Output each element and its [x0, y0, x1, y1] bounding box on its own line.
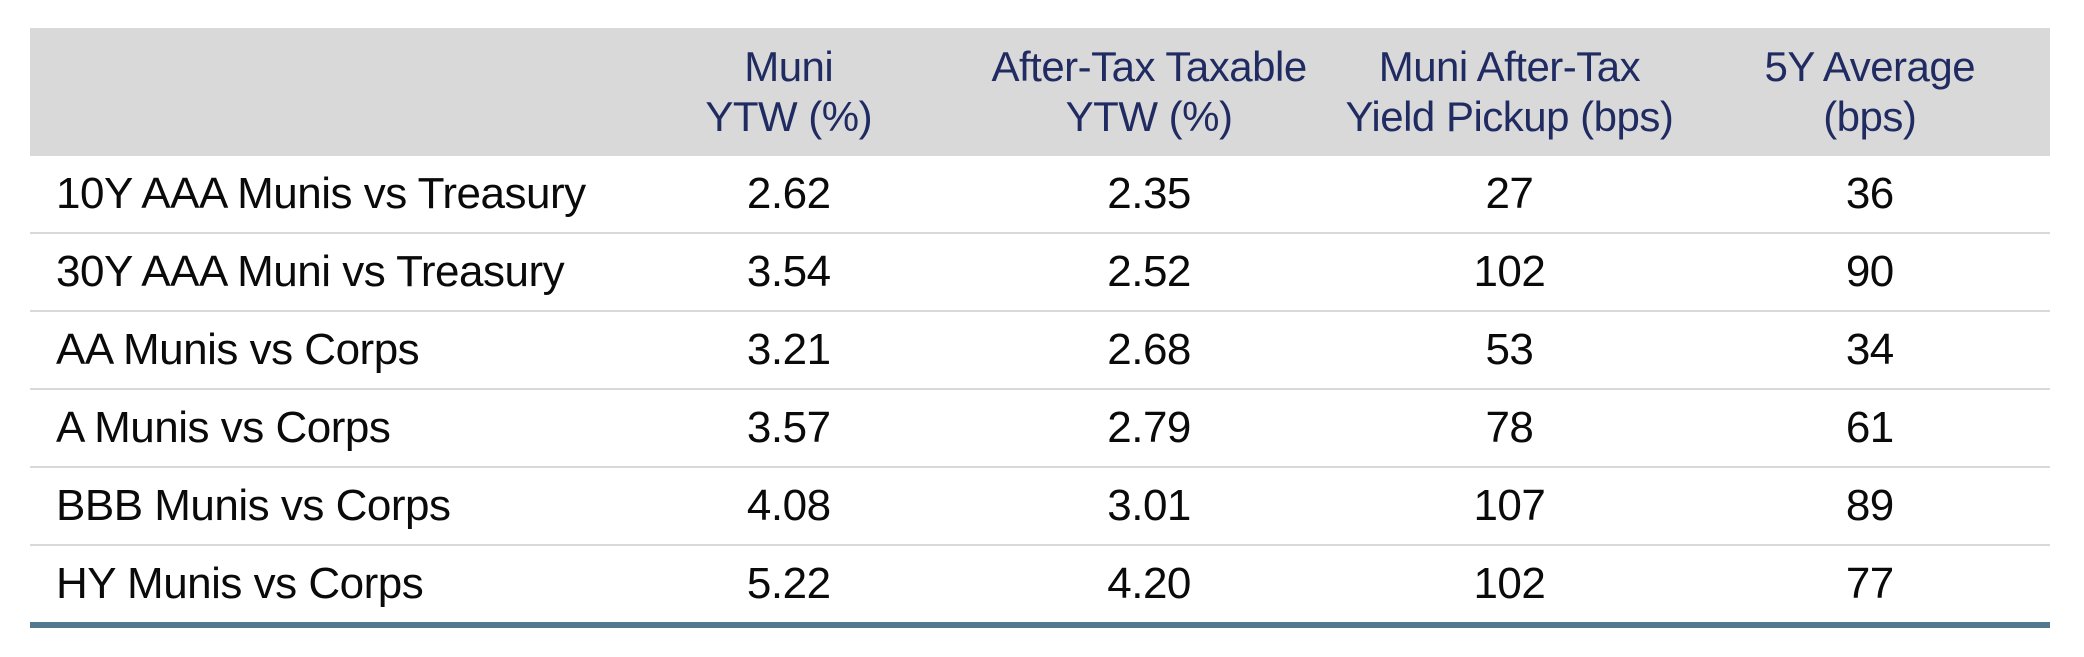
value-cell: 61	[1689, 389, 2050, 468]
row-label: AA Munis vs Corps	[30, 311, 609, 390]
table-row: A Munis vs Corps 3.57 2.79 78 61	[30, 389, 2050, 468]
header-line: (bps)	[1823, 93, 1917, 140]
row-label: 30Y AAA Muni vs Treasury	[30, 233, 609, 312]
value-cell: 2.52	[968, 233, 1330, 312]
value-cell: 3.54	[608, 233, 969, 312]
value-cell: 78	[1329, 389, 1690, 468]
row-label: 10Y AAA Munis vs Treasury	[30, 156, 609, 234]
value-cell: 5.22	[608, 545, 969, 628]
table-body: 10Y AAA Munis vs Treasury 2.62 2.35 27 3…	[30, 156, 2050, 628]
row-label: HY Munis vs Corps	[30, 545, 609, 628]
value-cell: 3.21	[608, 311, 969, 390]
value-cell: 107	[1329, 467, 1690, 546]
row-label: BBB Munis vs Corps	[30, 467, 609, 546]
value-cell: 77	[1689, 545, 2050, 628]
table-row: AA Munis vs Corps 3.21 2.68 53 34	[30, 311, 2050, 390]
value-cell: 89	[1689, 467, 2050, 546]
table-row: HY Munis vs Corps 5.22 4.20 102 77	[30, 545, 2050, 628]
header-line: YTW (%)	[705, 93, 873, 140]
value-cell: 36	[1689, 156, 2050, 234]
header-line: YTW (%)	[1065, 93, 1233, 140]
header-cell-muni-after-tax-yield-pickup: Muni After-Tax Yield Pickup (bps)	[1329, 28, 1690, 156]
table-row: BBB Munis vs Corps 4.08 3.01 107 89	[30, 467, 2050, 546]
value-cell: 2.62	[608, 156, 969, 234]
header-line: 5Y Average	[1764, 43, 1976, 90]
header-row: Muni YTW (%) After-Tax Taxable YTW (%) M…	[30, 28, 2050, 156]
row-label: A Munis vs Corps	[30, 389, 609, 468]
value-cell: 102	[1329, 233, 1690, 312]
header-cell-muni-ytw: Muni YTW (%)	[608, 28, 969, 156]
value-cell: 3.01	[968, 467, 1330, 546]
value-cell: 53	[1329, 311, 1690, 390]
header-cell-5y-average: 5Y Average (bps)	[1689, 28, 2050, 156]
header-line: Muni	[744, 43, 834, 90]
table-row: 10Y AAA Munis vs Treasury 2.62 2.35 27 3…	[30, 156, 2050, 234]
value-cell: 4.20	[968, 545, 1330, 628]
value-cell: 3.57	[608, 389, 969, 468]
value-cell: 34	[1689, 311, 2050, 390]
header-line: After-Tax Taxable	[991, 43, 1307, 90]
value-cell: 27	[1329, 156, 1690, 234]
value-cell: 2.79	[968, 389, 1330, 468]
value-cell: 2.35	[968, 156, 1330, 234]
value-cell: 102	[1329, 545, 1690, 628]
muni-yield-table: Muni YTW (%) After-Tax Taxable YTW (%) M…	[30, 28, 2050, 628]
table-row: 30Y AAA Muni vs Treasury 3.54 2.52 102 9…	[30, 233, 2050, 312]
table-header: Muni YTW (%) After-Tax Taxable YTW (%) M…	[30, 28, 2050, 156]
header-line: Yield Pickup (bps)	[1345, 93, 1674, 140]
value-cell: 2.68	[968, 311, 1330, 390]
value-cell: 90	[1689, 233, 2050, 312]
header-cell-row-label	[30, 28, 609, 156]
header-line: Muni After-Tax	[1378, 43, 1641, 90]
value-cell: 4.08	[608, 467, 969, 546]
header-cell-after-tax-taxable-ytw: After-Tax Taxable YTW (%)	[968, 28, 1330, 156]
